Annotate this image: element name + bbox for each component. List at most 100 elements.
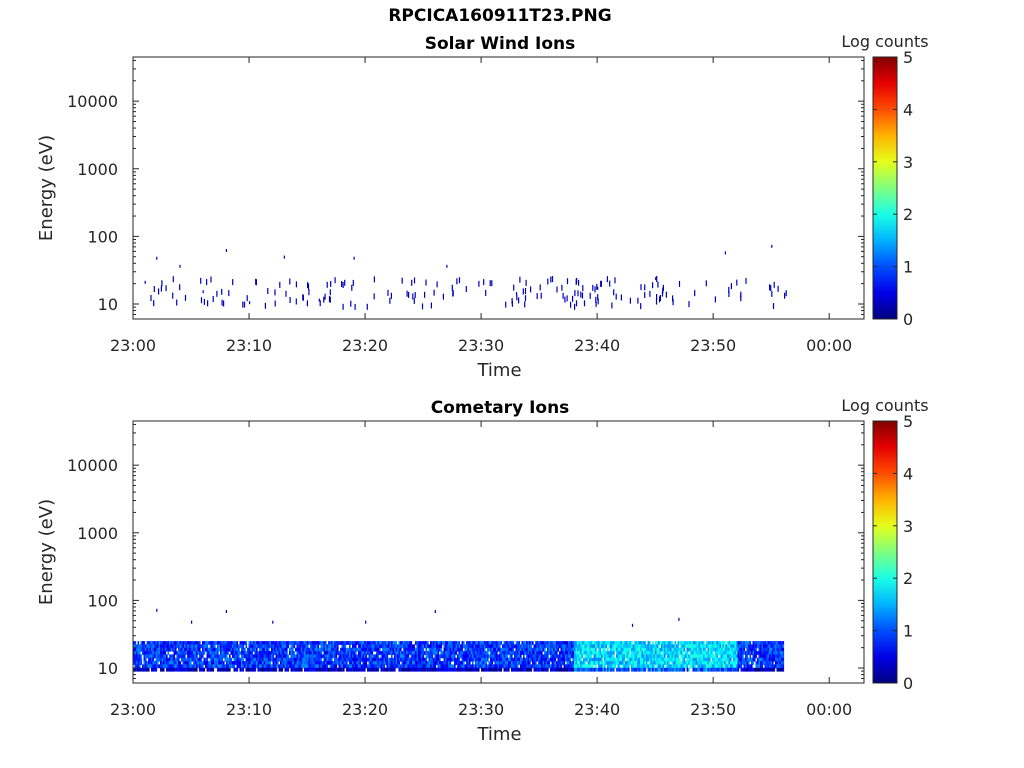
band-cell xyxy=(307,647,309,652)
band-cell xyxy=(413,667,416,672)
band-cell xyxy=(641,657,644,662)
band-cell xyxy=(698,661,701,665)
band-cell xyxy=(572,664,575,669)
band-cell xyxy=(544,654,546,659)
band-cell xyxy=(482,657,485,662)
band-cell xyxy=(592,647,594,652)
band-cell xyxy=(277,641,279,645)
band-cell xyxy=(505,657,507,662)
band-cell xyxy=(755,647,758,652)
band-cell xyxy=(302,644,305,649)
band-cell xyxy=(280,664,282,669)
band-cell xyxy=(700,641,702,645)
band-cell xyxy=(722,654,725,659)
band-cell xyxy=(290,657,293,662)
band-cell xyxy=(311,657,314,662)
band-cell xyxy=(779,651,782,655)
band-cell xyxy=(148,641,150,645)
band-cell xyxy=(553,647,555,652)
band-cell xyxy=(476,641,479,645)
band-cell xyxy=(461,644,464,649)
data-point xyxy=(524,295,527,302)
band-cell xyxy=(641,661,644,665)
band-cell xyxy=(338,651,341,655)
band-cell xyxy=(350,651,353,655)
band-cell xyxy=(452,654,455,659)
band-cell xyxy=(619,647,621,652)
band-cell xyxy=(461,661,464,665)
band-cell xyxy=(736,651,738,655)
band-cell xyxy=(248,657,251,662)
band-cell xyxy=(737,664,740,669)
band-cell xyxy=(326,657,329,662)
band-cell xyxy=(148,661,150,665)
band-cell xyxy=(271,641,273,645)
band-cell xyxy=(377,654,380,659)
data-point xyxy=(736,279,738,286)
band-cell xyxy=(341,667,344,672)
band-cell xyxy=(626,644,629,649)
band-cell xyxy=(545,661,548,665)
band-cell xyxy=(731,647,734,652)
band-cell xyxy=(407,657,410,662)
band-cell xyxy=(410,651,413,655)
band-cell xyxy=(284,651,287,655)
band-cell xyxy=(355,647,357,652)
band-cell xyxy=(430,644,432,649)
band-cell xyxy=(527,647,530,652)
band-cell xyxy=(322,667,324,672)
band-cell xyxy=(328,657,330,662)
band-cell xyxy=(586,664,588,669)
band-cell xyxy=(221,651,224,655)
band-cell xyxy=(715,651,717,655)
band-cell xyxy=(430,664,432,669)
band-cell xyxy=(455,661,458,665)
band-cell xyxy=(698,651,701,655)
band-cell xyxy=(577,647,579,652)
band-cell xyxy=(356,647,359,652)
band-cell xyxy=(361,647,363,652)
band-cell xyxy=(551,651,554,655)
band-cell xyxy=(730,661,732,665)
band-cell xyxy=(385,657,387,662)
band-cell xyxy=(259,644,261,649)
band-cell xyxy=(152,657,155,662)
band-cell xyxy=(508,667,510,672)
band-cell xyxy=(589,654,591,659)
band-cell xyxy=(206,657,209,662)
band-cell xyxy=(448,644,450,649)
band-cell xyxy=(182,657,185,662)
band-cell xyxy=(272,664,275,669)
band-cell xyxy=(470,657,473,662)
band-cell xyxy=(500,664,503,669)
band-cell xyxy=(742,641,744,645)
band-cell xyxy=(713,657,716,662)
band-cell xyxy=(173,644,176,649)
data-point xyxy=(373,276,375,283)
band-cell xyxy=(358,664,360,669)
band-cell xyxy=(524,651,527,655)
band-cell xyxy=(758,667,761,672)
band-cell xyxy=(433,651,435,655)
band-cell xyxy=(700,647,702,652)
data-point xyxy=(576,277,578,284)
band-cell xyxy=(781,664,783,669)
band-cell xyxy=(248,651,251,655)
band-cell xyxy=(430,667,432,672)
band-cell xyxy=(395,644,398,649)
band-cell xyxy=(344,664,347,669)
band-cell xyxy=(764,661,767,665)
band-cell xyxy=(451,644,453,649)
band-cell xyxy=(314,664,317,669)
band-cell xyxy=(217,667,219,672)
band-cell xyxy=(611,657,614,662)
band-cell xyxy=(734,664,737,669)
band-cell xyxy=(292,647,294,652)
band-cell xyxy=(578,654,581,659)
band-cell xyxy=(595,641,597,645)
band-cell xyxy=(476,654,479,659)
band-cell xyxy=(488,644,491,649)
band-cell xyxy=(527,651,530,655)
band-cell xyxy=(503,651,506,655)
band-cell xyxy=(511,651,513,655)
